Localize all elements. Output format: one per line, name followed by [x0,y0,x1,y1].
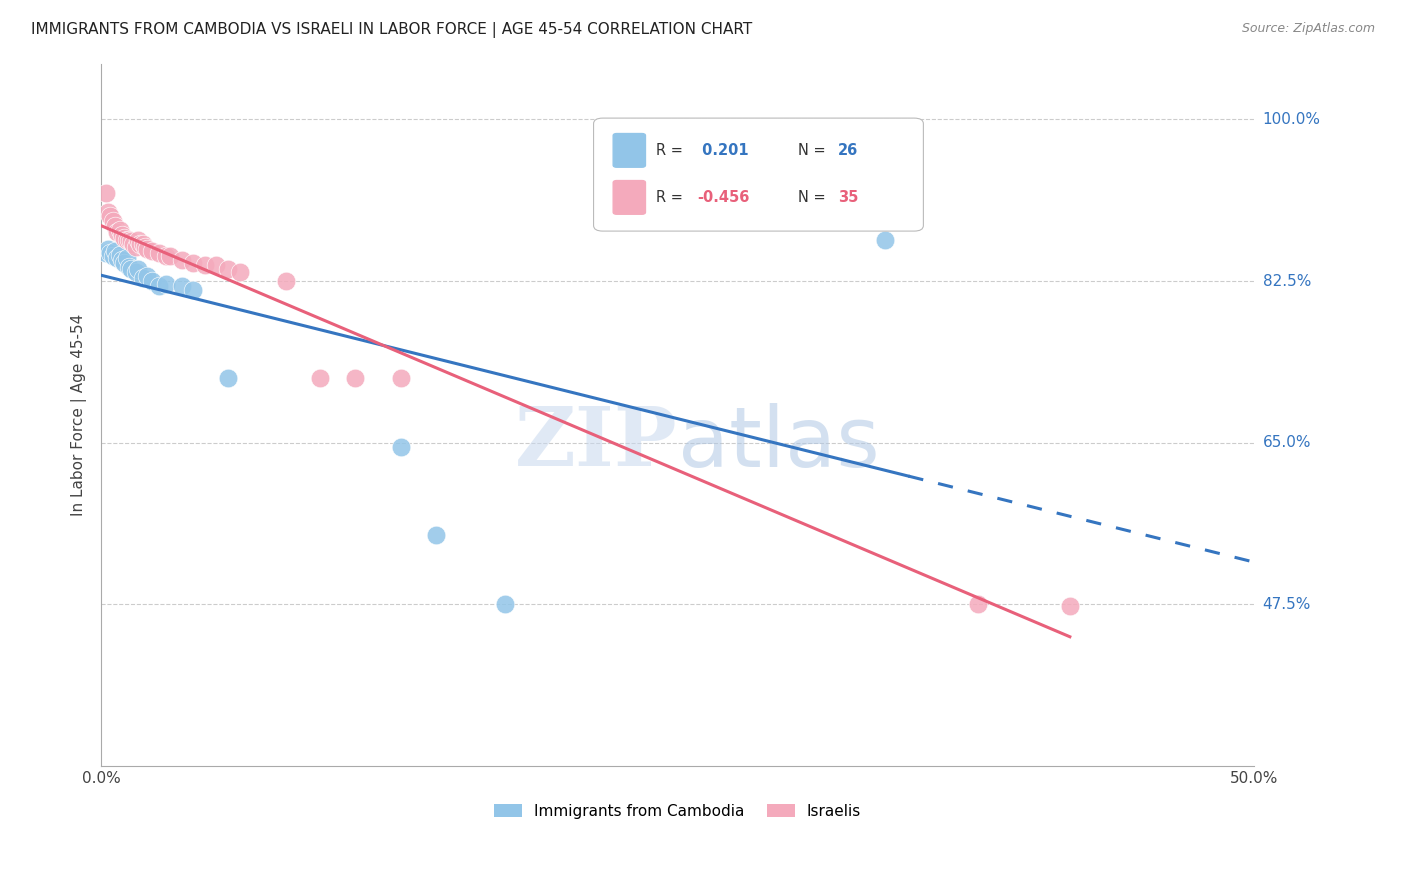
Point [120,262,142,277]
Point [101,249,124,263]
Point [115,233,138,247]
FancyBboxPatch shape [593,118,924,231]
Text: IMMIGRANTS FROM CAMBODIA VS ISRAELI IN LABOR FORCE | AGE 45-54 CORRELATION CHART: IMMIGRANTS FROM CAMBODIA VS ISRAELI IN L… [31,22,752,38]
Point [148,278,170,293]
Point [389,440,412,454]
Text: 26: 26 [838,143,858,158]
Point [425,528,447,542]
FancyBboxPatch shape [613,134,645,167]
Y-axis label: In Labor Force | Age 45-54: In Labor Force | Age 45-54 [72,314,87,516]
Point [170,278,193,293]
Point [125,265,148,279]
Point [129,237,152,252]
Point [94,186,117,201]
Point [98,246,121,260]
Point [1059,599,1081,614]
Point [217,371,239,385]
Point [228,265,250,279]
Point [97,242,120,256]
Text: R =: R = [655,143,688,158]
FancyBboxPatch shape [613,180,645,214]
Text: -0.456: -0.456 [697,190,749,205]
Point [108,248,131,262]
Text: R =: R = [655,190,688,205]
Point [127,233,149,247]
Text: 0.201: 0.201 [697,143,749,158]
Text: Source: ZipAtlas.com: Source: ZipAtlas.com [1241,22,1375,36]
Text: 65.0%: 65.0% [1263,435,1312,450]
Point [134,240,156,254]
Point [155,249,177,263]
Point [108,223,131,237]
Point [122,237,145,252]
Point [141,244,163,258]
Point [159,249,181,263]
Point [966,597,988,611]
Point [105,251,128,265]
Point [309,371,332,385]
Point [120,235,142,249]
Point [136,242,159,256]
Text: 47.5%: 47.5% [1263,597,1310,612]
Text: atlas: atlas [678,402,880,483]
Text: 100.0%: 100.0% [1263,112,1320,127]
Point [494,597,516,611]
Point [389,371,412,385]
Point [104,219,127,233]
Point [148,246,170,260]
Legend: Immigrants from Cambodia, Israelis: Immigrants from Cambodia, Israelis [488,797,868,825]
Point [125,240,148,254]
Text: N =: N = [797,143,830,158]
Point [111,227,134,242]
Point [112,230,135,244]
Point [141,274,163,288]
Point [131,271,153,285]
Text: N =: N = [797,190,830,205]
Point [115,251,138,265]
Point [97,204,120,219]
Point [127,262,149,277]
Point [205,258,228,272]
Point [170,252,193,267]
Point [98,210,121,224]
Point [111,252,134,267]
Text: 35: 35 [838,190,859,205]
Point [183,283,205,297]
Point [112,255,135,269]
Point [343,371,366,385]
Point [118,233,141,247]
Text: 82.5%: 82.5% [1263,274,1310,289]
Point [136,269,159,284]
Text: ZIP: ZIP [515,403,678,483]
Point [274,274,297,288]
Point [155,277,177,291]
Point [183,255,205,269]
Point [104,244,127,258]
Point [118,260,141,275]
Point [94,246,117,260]
Point [101,214,124,228]
Point [875,233,897,247]
Point [217,262,239,277]
Point [131,237,153,252]
Point [194,258,217,272]
Point [105,225,128,239]
